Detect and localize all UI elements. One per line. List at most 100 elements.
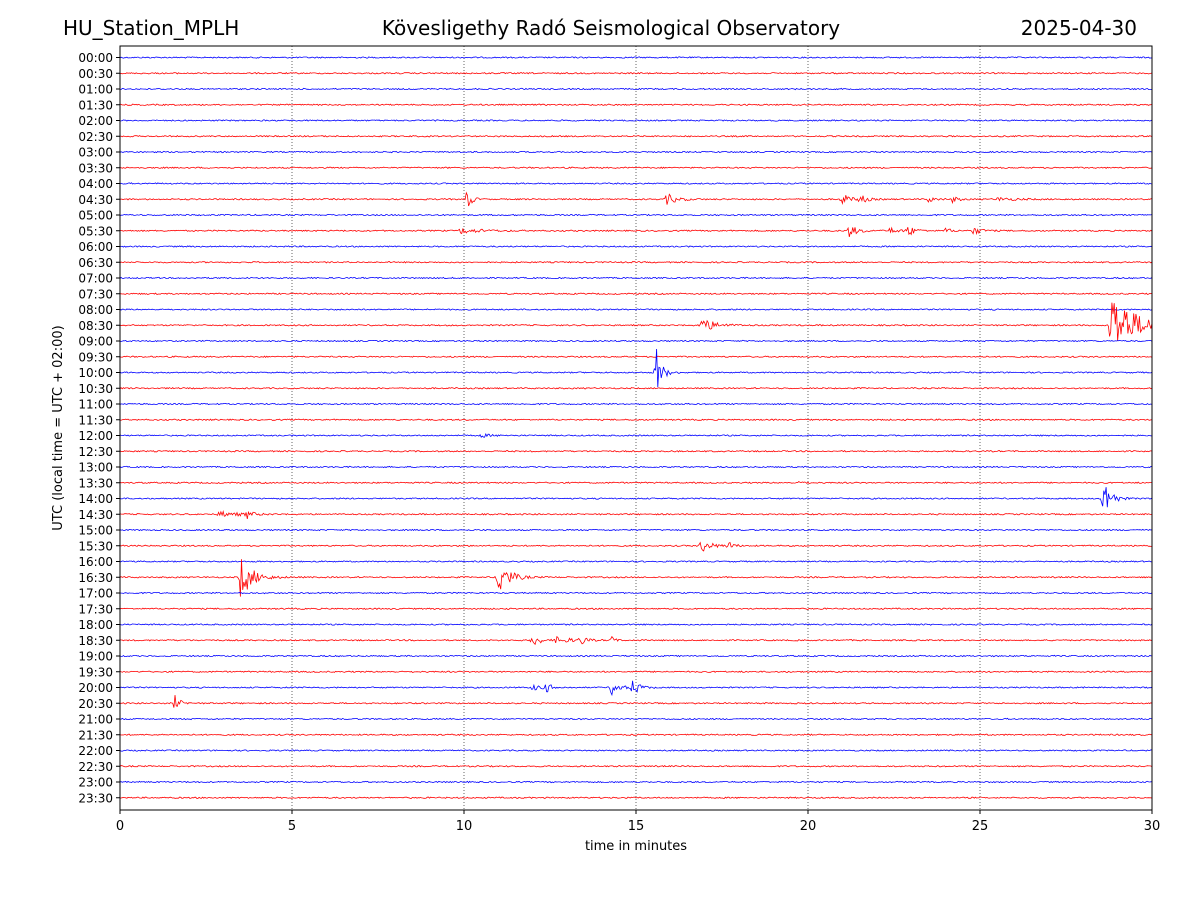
y-tick-label: 17:00	[78, 587, 113, 601]
trace-0200	[119, 119, 1153, 122]
trace-2200	[119, 749, 1153, 752]
trace-0100	[119, 87, 1153, 91]
trace-0900	[119, 339, 1153, 343]
trace-2130	[119, 733, 1152, 736]
y-axis-label: UTC (local time = UTC + 02:00)	[51, 325, 66, 530]
station-name: HU_Station_MPLH	[63, 16, 240, 40]
trace-0530	[119, 226, 1153, 237]
y-tick-label: 01:30	[78, 98, 113, 112]
trace-1100	[119, 402, 1153, 406]
y-tick-label: 05:30	[78, 224, 113, 238]
y-tick-label: 09:30	[78, 350, 113, 364]
y-tick-label: 04:30	[78, 193, 113, 207]
y-tick-label: 12:30	[78, 445, 113, 459]
trace-0230	[120, 135, 1153, 138]
y-tick-label: 21:30	[78, 728, 113, 742]
y-tick-label: 23:30	[78, 791, 113, 805]
x-tick-label: 0	[116, 819, 124, 834]
x-axis-label: time in minutes	[585, 839, 687, 854]
y-tick-label: 05:00	[78, 209, 113, 223]
trace-1830	[119, 635, 1153, 646]
y-tick-label: 11:30	[78, 413, 113, 427]
trace-0800	[119, 308, 1153, 311]
trace-1300	[119, 465, 1153, 469]
trace-2030	[120, 695, 1153, 708]
x-tick-label: 20	[800, 819, 817, 834]
trace-0330	[119, 166, 1153, 169]
x-axis-ticks: 0 5 10 15 20 25 30	[116, 810, 1160, 834]
y-tick-label: 21:00	[78, 713, 113, 727]
date-label: 2025-04-30	[1020, 16, 1137, 40]
y-tick-label: 07:30	[78, 287, 113, 301]
trace-0030	[119, 72, 1153, 75]
trace-1900	[119, 654, 1153, 658]
y-tick-label: 07:00	[78, 272, 113, 286]
y-tick-label: 04:00	[78, 177, 113, 191]
y-tick-label: 16:30	[78, 571, 113, 585]
trace-0830	[119, 302, 1153, 341]
y-tick-label: 12:00	[78, 429, 113, 443]
y-tick-label: 08:30	[78, 319, 113, 333]
trace-0630	[119, 261, 1153, 264]
y-tick-label: 19:30	[78, 665, 113, 679]
trace-1030	[119, 387, 1153, 390]
y-tick-label: 00:30	[78, 67, 113, 81]
y-tick-label: 02:00	[78, 114, 113, 128]
chart-title: Kövesligethy Radó Seismological Observat…	[381, 16, 841, 40]
y-tick-label: 08:00	[78, 303, 113, 317]
y-tick-label: 03:30	[78, 161, 113, 175]
y-tick-label: 23:00	[78, 776, 113, 790]
x-tick-label: 5	[288, 819, 296, 834]
y-tick-label: 06:00	[78, 240, 113, 254]
trace-2230	[119, 764, 1153, 768]
y-tick-label: 00:00	[78, 51, 113, 65]
y-tick-label: 16:00	[78, 555, 113, 569]
trace-0430	[119, 191, 1153, 207]
y-tick-label: 18:30	[78, 634, 113, 648]
trace-1200	[119, 432, 1153, 438]
y-tick-label: 14:00	[78, 492, 113, 506]
y-tick-label: 09:00	[78, 335, 113, 349]
trace-0000	[119, 56, 1153, 59]
y-tick-label: 10:30	[78, 382, 113, 396]
x-tick-label: 15	[628, 819, 645, 834]
grid-lines	[291, 46, 981, 810]
trace-1330	[119, 480, 1152, 485]
trace-1500	[119, 528, 1153, 532]
trace-0730	[119, 292, 1153, 295]
y-tick-label: 13:00	[78, 461, 113, 475]
x-tick-label: 30	[1144, 819, 1161, 834]
trace-1700	[119, 591, 1153, 595]
y-tick-label: 02:30	[78, 130, 113, 144]
trace-1000	[119, 348, 1153, 388]
trace-0400	[119, 182, 1153, 185]
y-tick-label: 13:30	[78, 476, 113, 490]
trace-0930	[119, 355, 1153, 358]
y-tick-label: 19:00	[78, 650, 113, 664]
trace-1530	[119, 541, 1153, 552]
trace-1230	[119, 450, 1153, 453]
y-tick-label: 20:00	[78, 681, 113, 695]
seismogram-traces	[119, 56, 1153, 799]
y-tick-label: 03:00	[78, 146, 113, 160]
trace-1130	[119, 418, 1153, 422]
y-tick-label: 01:00	[78, 83, 113, 97]
y-tick-label: 17:30	[78, 602, 113, 616]
trace-0700	[119, 276, 1153, 280]
y-tick-label: 10:00	[78, 366, 113, 380]
trace-2000	[119, 680, 1153, 697]
y-tick-label: 06:30	[78, 256, 113, 270]
trace-1730	[119, 607, 1153, 610]
trace-1430	[119, 509, 1153, 519]
trace-1630	[119, 559, 1153, 597]
y-tick-label: 15:30	[78, 539, 113, 553]
trace-2100	[119, 717, 1153, 721]
trace-0500	[119, 213, 1153, 217]
y-tick-label: 11:00	[78, 398, 113, 412]
trace-0300	[119, 150, 1153, 154]
y-tick-label: 18:00	[78, 618, 113, 632]
trace-2300	[119, 780, 1153, 784]
x-tick-label: 10	[456, 819, 473, 834]
trace-1800	[119, 623, 1153, 626]
